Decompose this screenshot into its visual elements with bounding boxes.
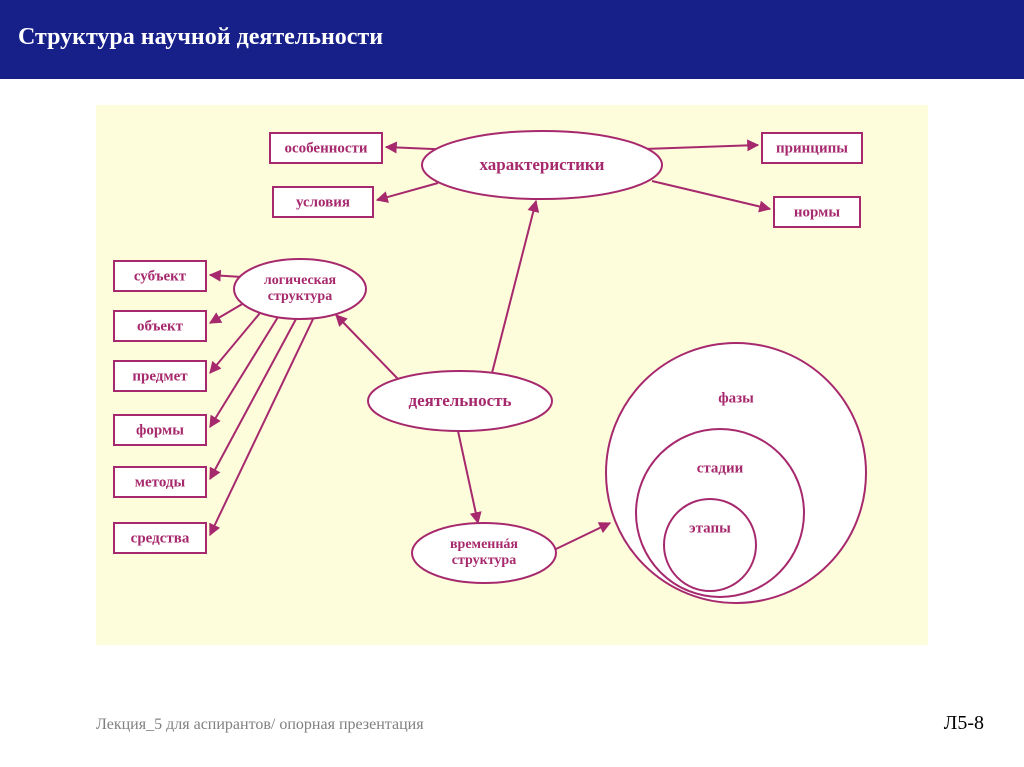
node-etapy: этапы [664,499,756,591]
node-metody: методы [114,467,206,497]
svg-text:этапы: этапы [689,520,731,536]
slide-title: Структура научной деятельности [18,24,383,50]
diagram-canvas: особенности условия принципы нормы субъект об… [96,105,928,645]
node-osobennosti: особенности [270,133,382,163]
node-principy: принципы [762,133,862,163]
footer-text: Лекция_5 для аспирантов/ опорная презент… [96,716,424,734]
edge-kharakteristiki-normy [652,181,770,209]
edge-vremstruct-fazy [556,523,610,549]
svg-text:временнáяструктура: временнáяструктура [450,537,518,568]
svg-text:предмет: предмет [132,368,188,384]
node-vremstruct: временнáяструктура [412,523,556,583]
node-logstruct: логическаяструктура [234,259,366,319]
svg-text:фазы: фазы [718,390,754,406]
edge-deyatelnost-kharakteristiki [492,201,536,373]
svg-text:средства: средства [131,530,190,546]
edge-kharakteristiki-usloviya [377,183,438,200]
svg-text:логическаяструктура: логическаяструктура [264,273,337,304]
svg-text:стадии: стадии [697,460,744,476]
node-predmet: предмет [114,361,206,391]
svg-text:деятельность: деятельность [409,391,512,410]
node-obekt: объект [114,311,206,341]
node-subekt: субъект [114,261,206,291]
slide-header: Структура научной деятельности [0,0,1024,79]
edge-logstruct-metody [210,319,296,479]
svg-text:принципы: принципы [776,140,848,156]
node-formy: формы [114,415,206,445]
node-sredstva: средства [114,523,206,553]
svg-text:условия: условия [296,194,350,210]
node-deyatelnost: деятельность [368,371,552,431]
edge-deyatelnost-vremstruct [458,431,478,523]
node-usloviya: условия [273,187,373,217]
edge-logstruct-predmet [210,313,260,373]
diagram-svg: особенности условия принципы нормы субъект об… [96,105,928,645]
edge-logstruct-sredstva [210,317,314,535]
svg-text:субъект: субъект [134,268,187,284]
node-kharakteristiki: характеристики [422,131,662,199]
svg-text:особенности: особенности [284,140,367,156]
edge-logstruct-subekt [210,275,242,277]
page-number: Л5-8 [944,712,984,735]
svg-text:объект: объект [137,318,184,334]
edge-kharakteristiki-principy [644,145,758,149]
svg-text:нормы: нормы [794,204,840,220]
edge-deyatelnost-logstruct [336,315,398,379]
svg-text:формы: формы [136,422,184,438]
node-normy: нормы [774,197,860,227]
svg-text:характеристики: характеристики [480,155,605,174]
edge-logstruct-obekt [210,303,244,323]
svg-text:методы: методы [135,474,186,490]
nodes-group: особенности условия принципы нормы субъект об… [114,131,866,603]
